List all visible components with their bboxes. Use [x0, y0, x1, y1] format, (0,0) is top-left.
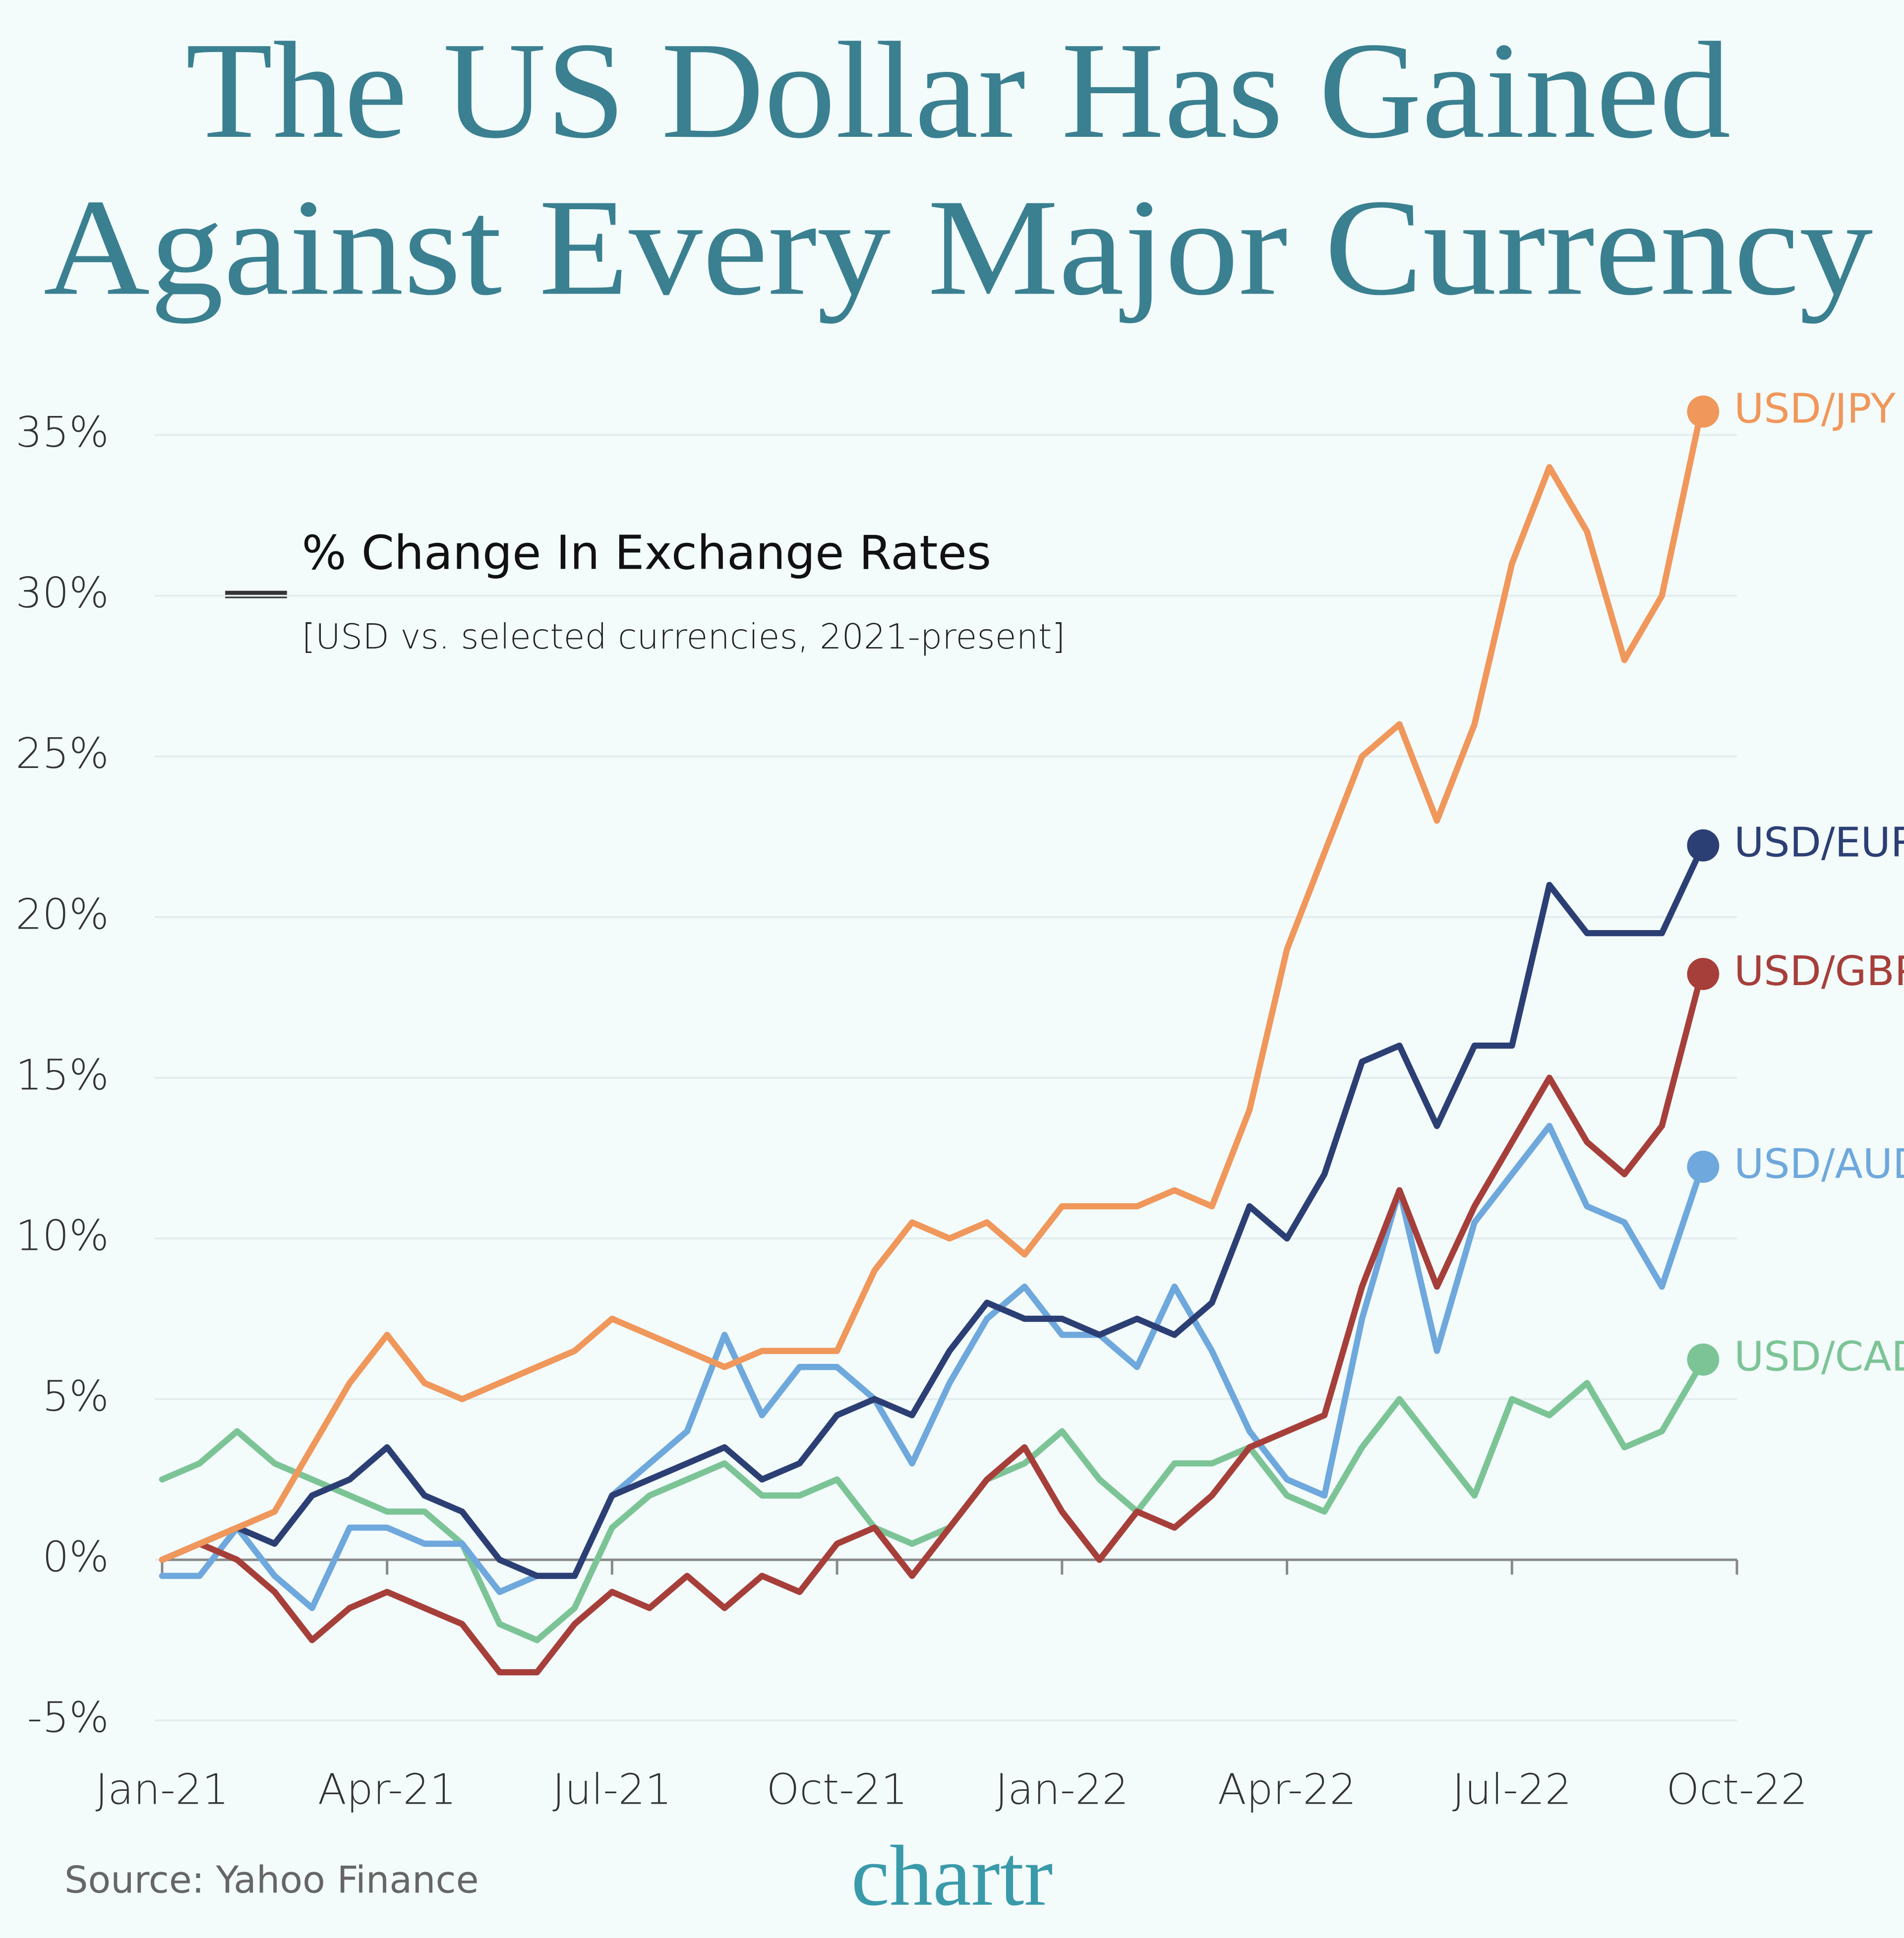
y-tick-label: 15%	[15, 1050, 109, 1099]
x-tick-label: Jan-22	[995, 1764, 1129, 1814]
y-tick-label: 5%	[42, 1372, 109, 1421]
end-dot	[1687, 395, 1720, 428]
series-line	[159, 1122, 1703, 1611]
chart-note: [USD vs. selected currencies, 2021-prese…	[302, 617, 1066, 657]
series-label: USD/JPY	[1734, 386, 1896, 433]
series-line	[159, 978, 1703, 1676]
x-tick-label: Jul-21	[552, 1764, 672, 1814]
y-tick-label: 20%	[15, 889, 109, 939]
y-tick-label: 30%	[15, 568, 109, 617]
y-tick-label: 35%	[15, 408, 109, 457]
series-line	[159, 415, 1703, 1563]
x-tick-label: Jan-21	[95, 1764, 229, 1814]
end-dot	[1687, 958, 1720, 990]
chart-subtitle: % Change In Exchange Rates	[302, 526, 991, 581]
end-dot	[1687, 829, 1720, 862]
chart-title: Against Every Major Currency	[44, 171, 1873, 324]
x-tick-label: Apr-22	[1218, 1764, 1357, 1814]
x-tick-label: Oct-22	[1666, 1764, 1808, 1814]
y-tick-label: 25%	[15, 729, 109, 778]
x-tick-label: Apr-21	[318, 1764, 457, 1814]
series-label: USD/GBP	[1734, 948, 1904, 995]
series-line	[159, 849, 1703, 1579]
chart-title: The US Dollar Has Gained	[185, 14, 1730, 167]
x-tick-label: Jul-22	[1452, 1764, 1572, 1814]
source: Source: Yahoo Finance	[64, 1858, 479, 1901]
y-tick-label: 10%	[15, 1211, 109, 1260]
y-tick-label: -5%	[27, 1693, 109, 1742]
y-tick-label: 0%	[42, 1532, 109, 1582]
series-line	[159, 1364, 1703, 1644]
series-label: USD/EUR	[1734, 820, 1904, 867]
end-dot	[1687, 1150, 1720, 1183]
series-label: USD/AUD	[1734, 1141, 1904, 1188]
brand: chartr	[851, 1828, 1053, 1924]
end-dot	[1687, 1343, 1720, 1376]
x-tick-label: Oct-21	[767, 1764, 908, 1814]
series-label: USD/CAD	[1734, 1334, 1904, 1381]
